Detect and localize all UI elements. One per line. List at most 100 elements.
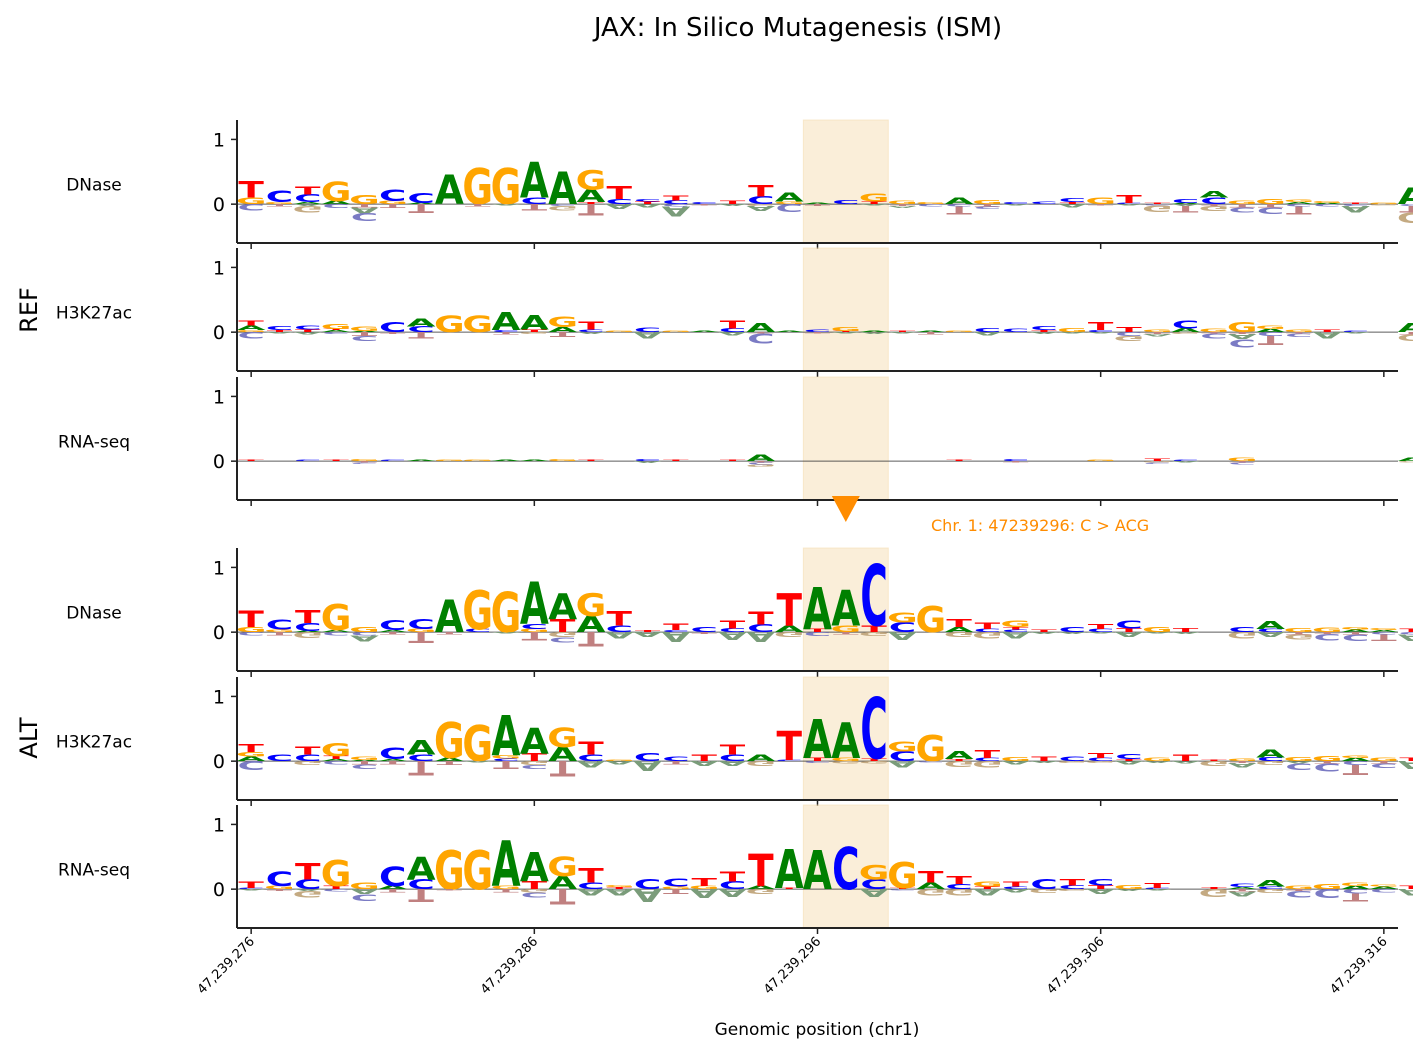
logo-letter-A: A xyxy=(237,325,266,332)
logo-letter-G: G xyxy=(915,599,946,641)
logo-letter-A: A xyxy=(407,851,436,887)
logo-letter-C: C xyxy=(1059,197,1086,203)
logo-letter-A: A xyxy=(350,887,379,895)
y-tick-label: 1 xyxy=(213,686,225,708)
logo-letter-C: C xyxy=(407,325,434,334)
logo-letter-C: C xyxy=(832,837,859,903)
logo-letter-C: C xyxy=(747,623,774,635)
group-label: REF xyxy=(15,287,43,333)
logo-letter-T: T xyxy=(1003,461,1028,463)
logo-letter-A: A xyxy=(1058,631,1088,634)
logo-letter-G: G xyxy=(576,588,607,624)
logo-letter-C: C xyxy=(860,549,887,646)
logo-letter-G: G xyxy=(1397,209,1413,226)
logo-letter-C: C xyxy=(294,193,321,205)
logo-letter-G: G xyxy=(972,630,1003,640)
logo-letter-T: T xyxy=(1173,627,1200,633)
logo-letter-G: G xyxy=(519,888,550,893)
logo-letter-A: A xyxy=(718,759,747,767)
logo-letter-G: G xyxy=(774,201,805,205)
logo-letter-A: A xyxy=(1086,887,1115,895)
logo-letter-C: C xyxy=(351,462,378,464)
logo-letter-C: C xyxy=(662,199,689,205)
logo-letter-A: A xyxy=(322,630,352,633)
logo-letter-A: A xyxy=(775,190,805,205)
logo-letter-A: A xyxy=(1171,760,1201,764)
logo-letter-C: C xyxy=(662,630,689,633)
logo-letter-C: C xyxy=(1257,886,1284,890)
logo-letter-A: A xyxy=(577,612,606,638)
logo-letter-G: G xyxy=(434,312,465,338)
logo-letter-A: A xyxy=(492,632,522,634)
logo-letter-T: T xyxy=(748,181,774,200)
logo-letter-A: A xyxy=(492,308,521,336)
logo-letter-A: A xyxy=(1115,888,1145,891)
logo-letter-C: C xyxy=(775,760,802,762)
logo-letter-T: T xyxy=(522,880,548,892)
logo-letter-T: T xyxy=(1003,626,1028,630)
logo-letter-G: G xyxy=(1369,757,1400,762)
logo-letter-G: G xyxy=(462,579,493,641)
logo-letter-A: A xyxy=(690,759,719,767)
logo-letter-C: C xyxy=(549,203,576,206)
logo-letter-A: A xyxy=(633,630,662,638)
logo-letter-C: C xyxy=(691,202,718,205)
logo-letter-T: T xyxy=(1201,332,1226,334)
logo-letter-T: T xyxy=(550,330,576,338)
logo-letter-A: A xyxy=(1030,760,1060,763)
logo-letter-C: C xyxy=(889,749,916,765)
logo-letter-A: A xyxy=(1143,760,1173,763)
logo-letter-G: G xyxy=(972,880,1003,888)
logo-letter-T: T xyxy=(946,618,972,630)
logo-letter-T: T xyxy=(861,201,886,205)
logo-letter-A: A xyxy=(1398,632,1413,642)
logo-letter-C: C xyxy=(237,758,264,773)
logo-letter-C: C xyxy=(521,196,548,206)
logo-letter-G: G xyxy=(434,460,465,462)
logo-letter-G: G xyxy=(944,331,975,333)
logo-letter-G: G xyxy=(1284,627,1315,633)
logo-letter-T: T xyxy=(578,200,604,219)
logo-letter-G: G xyxy=(859,631,890,637)
y-tick-label: 1 xyxy=(213,129,225,151)
logo-letter-T: T xyxy=(1230,760,1255,763)
logo-letter-A: A xyxy=(831,582,860,638)
logo-letter-C: C xyxy=(1229,206,1256,214)
logo-letter-C: C xyxy=(719,627,746,633)
logo-letter-G: G xyxy=(264,629,295,633)
logo-letter-A: A xyxy=(407,203,437,205)
y-tick-label: 1 xyxy=(213,557,225,579)
logo-letter-T: T xyxy=(1343,762,1368,778)
logo-letter-T: T xyxy=(493,331,518,335)
logo-letter-A: A xyxy=(1228,332,1257,340)
logo-letter-A: A xyxy=(1171,461,1201,463)
logo-letter-A: A xyxy=(350,331,380,333)
logo-letter-G: G xyxy=(547,630,578,638)
logo-letter-T: T xyxy=(1201,887,1226,890)
logo-letter-G: G xyxy=(349,756,380,761)
logo-letter-G: G xyxy=(1085,460,1116,462)
logo-letter-T: T xyxy=(1088,321,1114,333)
logo-letter-T: T xyxy=(946,460,971,462)
logo-letter-C: C xyxy=(407,191,434,207)
logo-letter-A: A xyxy=(435,168,464,214)
logo-letter-G: G xyxy=(1227,457,1258,462)
track-label: DNase xyxy=(66,176,122,196)
logo-letter-G: G xyxy=(972,199,1003,205)
logo-letter-T: T xyxy=(1371,760,1396,764)
logo-letter-A: A xyxy=(633,330,662,340)
logo-letter-G: G xyxy=(1369,628,1400,631)
logo-letter-T: T xyxy=(691,631,716,634)
logo-letter-C: C xyxy=(832,199,859,205)
logo-letter-A: A xyxy=(1313,330,1342,340)
logo-letter-C: C xyxy=(322,203,349,209)
x-axis: 47,239,276 47,239,286 47,239,296 47,239,306… xyxy=(195,934,1391,997)
logo-letter-T: T xyxy=(550,616,576,637)
logo-letter-A: A xyxy=(803,203,833,205)
logo-letter-T: T xyxy=(1003,880,1029,888)
logo-letter-T: T xyxy=(607,887,632,890)
logo-letter-T: T xyxy=(1399,628,1413,633)
logo-letter-A: A xyxy=(350,633,379,642)
logo-letter-A: A xyxy=(492,460,522,462)
